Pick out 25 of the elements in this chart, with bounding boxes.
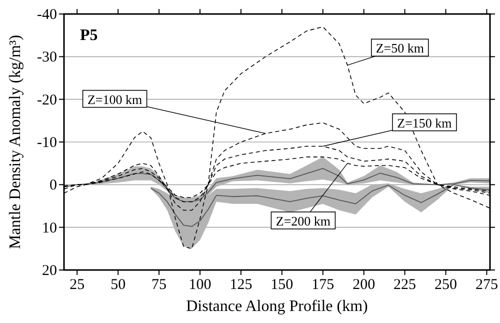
- x-tick-label: 100: [188, 277, 212, 293]
- y-tick-label: -10: [37, 135, 57, 151]
- x-tick-label: 25: [70, 277, 85, 293]
- x-tick-label: 250: [434, 277, 458, 293]
- x-axis-title: Distance Along Profile (km): [186, 298, 368, 315]
- text: Z=50 km: [376, 40, 424, 56]
- y-tick-label: -30: [37, 50, 57, 66]
- x-tick-label: 50: [110, 277, 126, 293]
- x-tick-label: 275: [475, 277, 498, 293]
- text: Z=100 km: [87, 92, 142, 107]
- y-tick-label: 20: [42, 263, 57, 279]
- y-tick-label: -40: [37, 7, 57, 23]
- y-axis-title: Mantle Density Anomaly (kg/m³): [7, 34, 24, 250]
- x-tick-label: 200: [352, 277, 376, 293]
- x-tick-label: 225: [394, 277, 416, 293]
- y-tick-label: 0: [50, 178, 57, 194]
- text: Z=200 km: [276, 213, 331, 228]
- x-tick-label: 175: [312, 277, 334, 293]
- text: Z=150 km: [397, 115, 452, 130]
- x-tick-label: 125: [230, 277, 252, 293]
- text: P5: [80, 27, 98, 44]
- y-tick-label: -20: [37, 92, 57, 108]
- y-tick-label: 10: [42, 220, 57, 236]
- x-tick-label: 75: [152, 277, 167, 293]
- x-tick-label: 150: [270, 277, 294, 293]
